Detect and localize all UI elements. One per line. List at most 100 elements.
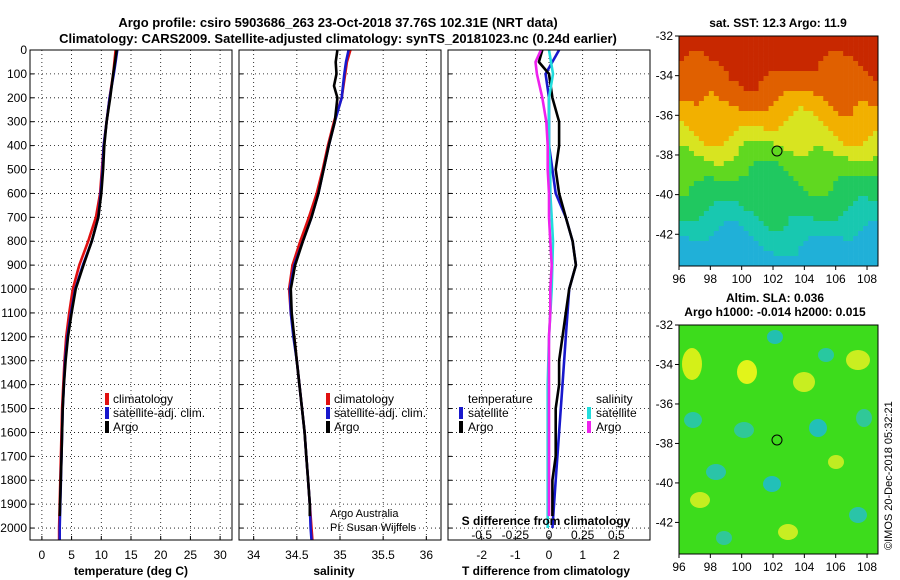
sst-cell [843,51,849,57]
sst-cell [748,136,754,142]
sst-cell [848,146,854,152]
sst-cell [679,81,685,87]
sst-cell [768,46,774,52]
sst-cell [679,196,685,202]
sst-cell [693,66,700,72]
sst-cell [873,101,879,107]
sst-cell [788,36,794,42]
sst-cell [723,146,730,152]
sst-cell [823,71,829,77]
sst-cell [768,176,774,182]
sst-cell [788,196,794,202]
x-tick-label: 2 [613,548,620,562]
sst-cell [788,211,794,217]
sst-cell [813,171,819,177]
sst-cell [708,141,715,147]
sst-cell [798,236,804,242]
sst-cell [823,251,829,257]
sst-cell [773,141,779,147]
sst-cell [683,171,690,177]
sst-cell [723,66,730,72]
sst-cell [688,236,695,242]
sst-cell [793,141,799,147]
sst-cell [788,246,794,252]
sst-cell [693,116,700,122]
sst-cell [848,141,854,147]
legend-s-argo-swatch [587,421,591,433]
sst-cell [863,166,869,172]
sst-cell [743,131,749,137]
sst-cell [728,96,735,102]
sst-cell [808,106,814,112]
sst-cell [679,211,685,217]
sst-cell [868,76,874,82]
sst-cell [753,41,759,47]
sst-cell [873,136,879,142]
sst-cell [773,121,779,127]
sst-cell [763,61,769,67]
sst-cell [873,76,879,82]
sst-cell [808,196,814,202]
sst-cell [853,191,859,197]
sst-cell [708,51,715,57]
sst-cell [873,41,879,47]
sst-cell [798,166,804,172]
sst-cell [848,66,854,72]
sst-cell [858,96,864,102]
sst-cell [763,191,769,197]
sst-cell [763,136,769,142]
depth-label: 1400 [0,378,27,392]
sst-cell [708,171,715,177]
sst-cell [718,171,725,177]
sst-cell [679,206,685,212]
x-tick-label: -1 [510,548,521,562]
sst-cell [768,256,774,262]
sst-cell [793,206,799,212]
sst-cell [733,166,739,172]
sst-cell [703,201,710,207]
lat-label: -40 [656,476,674,490]
sst-cell [728,236,735,242]
sst-cell [873,176,879,182]
sst-cell [728,206,735,212]
sst-cell [813,46,819,52]
sst-cell [808,206,814,212]
sla-blob [734,422,754,438]
sst-cell [679,201,685,207]
sst-cell [793,66,799,72]
sst-cell [753,116,759,122]
sst-cell [703,221,710,227]
sst-cell [838,126,844,132]
sst-cell [803,71,809,77]
sst-cell [703,196,710,202]
sst-cell [813,191,819,197]
sst-cell [778,166,784,172]
sst-cell [748,66,754,72]
sst-cell [823,111,829,117]
sst-cell [768,206,774,212]
sst-cell [723,71,730,77]
sst-cell [683,131,690,137]
sst-cell [748,36,754,42]
sst-cell [833,241,839,247]
sst-cell [728,261,735,267]
sst-cell [679,51,685,57]
sst-cell [833,126,839,132]
sst-cell [848,176,854,182]
sst-cell [713,131,720,137]
x-tick-label: 30 [213,548,227,562]
sst-cell [688,106,695,112]
sst-cell [728,126,735,132]
sst-cell [798,251,804,257]
sst-cell [713,136,720,142]
sst-cell [679,216,685,222]
temperature-panel: 0 5 10 15 20 25 30 temperature (deg C) climato… [29,49,233,578]
sst-cell [778,86,784,92]
sst-cell [793,106,799,112]
sst-cell [778,216,784,222]
sst-cell [783,91,789,97]
sst-cell [693,71,700,77]
sst-cell [728,171,735,177]
sst-cell [683,256,690,262]
sst-cell [803,106,809,112]
